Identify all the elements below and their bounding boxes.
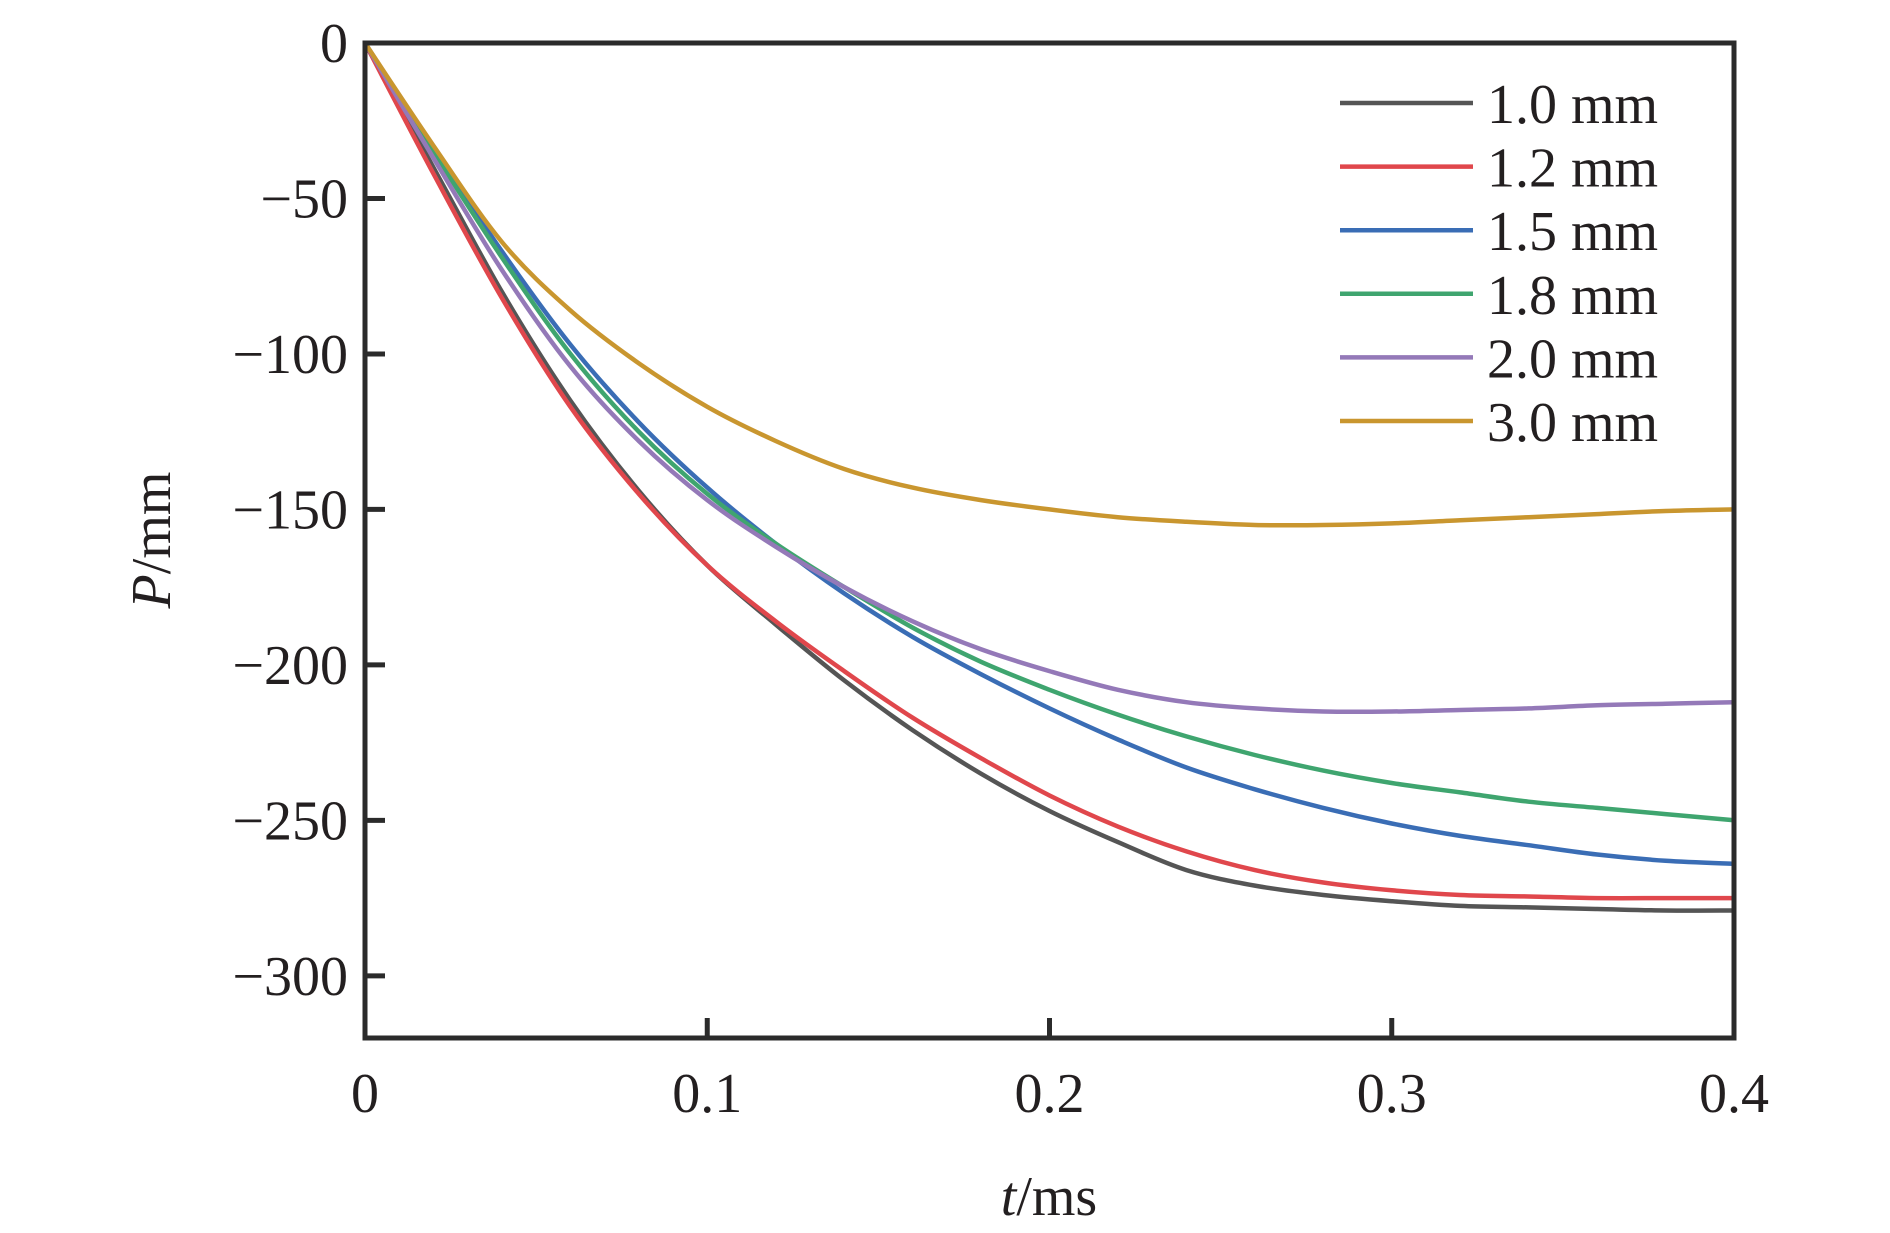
x-axis-title: t/ms xyxy=(1001,1166,1097,1228)
y-tick-label: −200 xyxy=(232,635,348,697)
y-tick-label: 0 xyxy=(320,13,348,75)
y-axis-title-var: P xyxy=(121,574,183,609)
legend-label: 1.8 mm xyxy=(1487,265,1658,327)
y-tick-label: −150 xyxy=(232,479,348,541)
legend-label: 1.2 mm xyxy=(1487,138,1658,200)
x-axis-title-unit: /ms xyxy=(1016,1166,1097,1228)
y-axis: 0 −50 −100 −150 −200 −250 −300 xyxy=(232,13,385,1008)
y-tick-label: −50 xyxy=(260,168,348,230)
x-axis: 0 0.1 0.2 0.3 0.4 xyxy=(351,1018,1769,1125)
x-tick-label: 0 xyxy=(351,1063,379,1125)
legend-label: 1.0 mm xyxy=(1487,74,1658,136)
y-tick-label: −100 xyxy=(232,324,348,386)
y-tick-label: −300 xyxy=(232,946,348,1008)
series-line-1-5-mm xyxy=(362,40,1737,867)
x-tick-label: 0.2 xyxy=(1015,1063,1085,1125)
y-axis-title-unit: /mm xyxy=(121,472,183,575)
legend-label: 1.5 mm xyxy=(1487,201,1658,263)
legend-label: 3.0 mm xyxy=(1487,392,1658,454)
series-line-3-0-mm xyxy=(362,40,1737,528)
series-line-1-0-mm xyxy=(362,40,1737,913)
series-line-2-0-mm xyxy=(362,40,1737,715)
series-line-1-8-mm xyxy=(362,40,1737,823)
x-tick-label: 0.3 xyxy=(1357,1063,1427,1125)
x-axis-title-var: t xyxy=(1001,1166,1018,1228)
series-layer xyxy=(362,40,1737,913)
legend-label: 2.0 mm xyxy=(1487,328,1658,390)
y-tick-label: −250 xyxy=(232,790,348,852)
series-line-1-2-mm xyxy=(362,40,1737,901)
legend: 1.0 mm1.2 mm1.5 mm1.8 mm2.0 mm3.0 mm xyxy=(1340,74,1658,454)
x-tick-label: 0.4 xyxy=(1699,1063,1769,1125)
y-axis-title: P/mm xyxy=(121,472,183,610)
x-tick-label: 0.1 xyxy=(672,1063,742,1125)
